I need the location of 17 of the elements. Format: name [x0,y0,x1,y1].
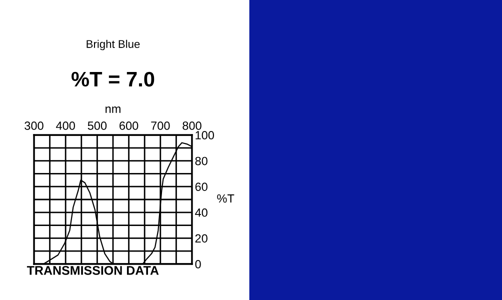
x-axis-title: nm [106,106,120,113]
y-tick-label: 0 [195,260,201,268]
chart-title: %T = 7.0 [72,72,154,87]
x-tick-label: 400 [56,122,75,130]
x-tick-label: 300 [24,122,44,130]
y-tick-label: 40 [195,208,208,217]
y-tick-label: 100 [196,131,214,140]
chart-subtitle: Bright Blue [86,40,140,50]
y-tick-label: 20 [195,234,208,243]
x-tick-label: 600 [120,122,138,130]
x-tick-label: 500 [88,122,107,130]
y-tick-label: 80 [195,156,208,166]
y-axis-title: %T [217,194,234,203]
text: TRANSMISSION DATA [26,266,159,275]
x-tick-label: 700 [151,122,170,130]
y-tick-label: 60 [195,182,208,191]
x-tick-label: 800 [182,122,202,130]
